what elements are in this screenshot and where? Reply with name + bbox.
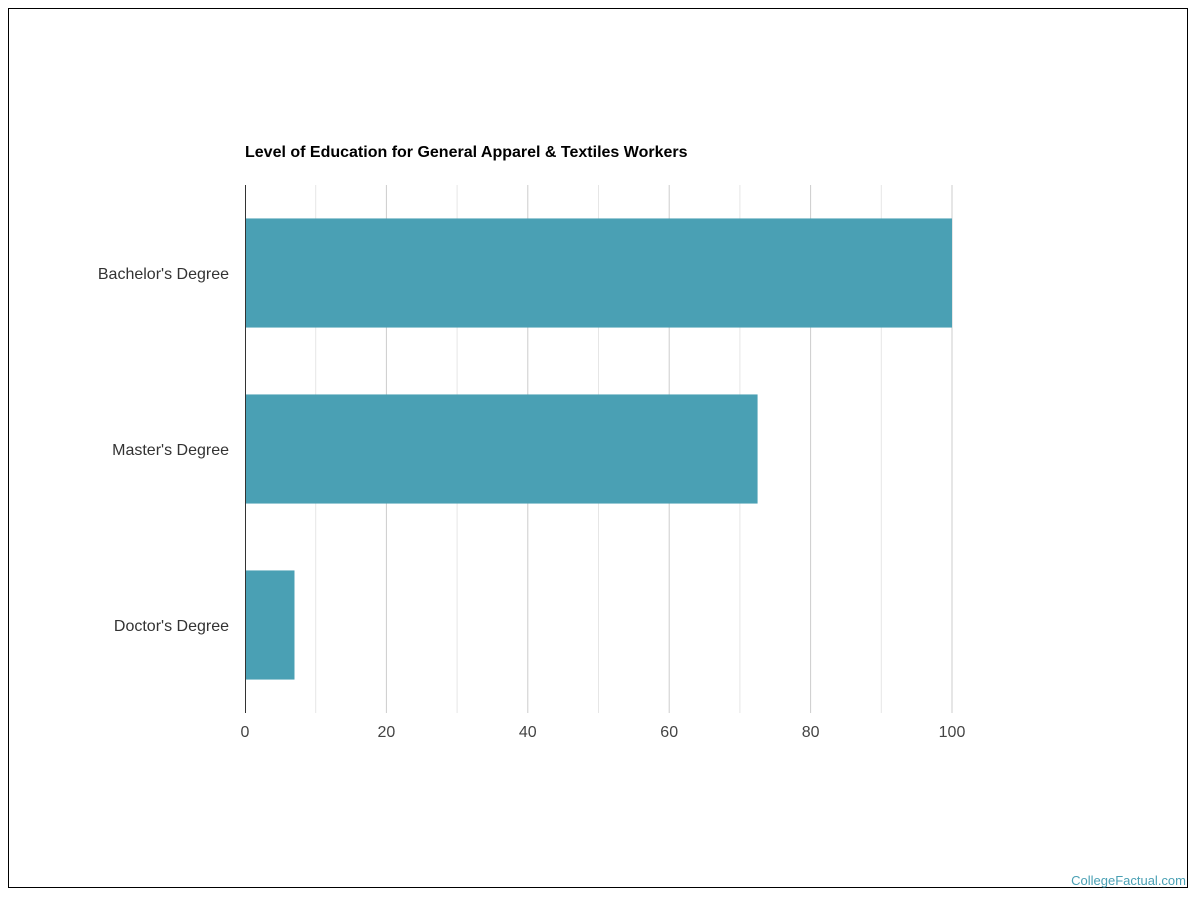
category-label: Bachelor's Degree	[98, 266, 229, 283]
x-tick-label: 100	[939, 724, 966, 741]
category-label: Master's Degree	[112, 442, 229, 459]
x-tick-label: 60	[660, 724, 678, 741]
bar-doctor-s-degree[interactable]	[245, 570, 295, 680]
chart-title: Level of Education for General Apparel &…	[245, 144, 688, 161]
category-label: Doctor's Degree	[114, 618, 229, 635]
x-tick-label: 20	[378, 724, 396, 741]
bars	[245, 218, 952, 680]
bar-bachelor-s-degree[interactable]	[245, 218, 952, 328]
x-tick-label: 80	[802, 724, 820, 741]
watermark[interactable]: CollegeFactual.com	[1071, 873, 1186, 888]
labels: Bachelor's Degree Master's Degree Doctor's…	[98, 266, 966, 741]
x-tick-label: 40	[519, 724, 537, 741]
x-tick-label: 0	[241, 724, 250, 741]
bar-master-s-degree[interactable]	[245, 394, 758, 504]
